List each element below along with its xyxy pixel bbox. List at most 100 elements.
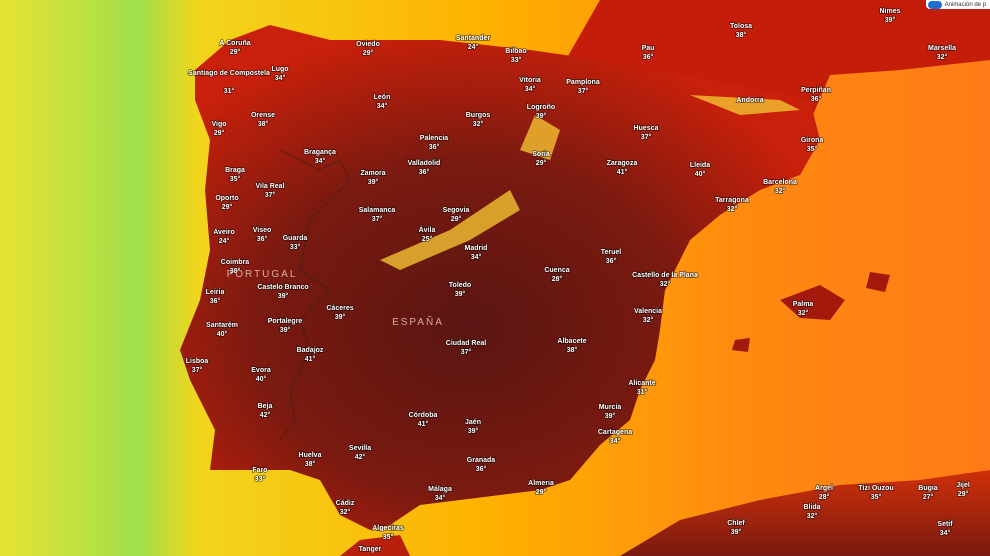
city-name: Beja — [258, 403, 273, 410]
city-temp: 32° — [775, 187, 786, 195]
morocco-land — [340, 535, 410, 556]
city-name: Cáceres — [326, 305, 353, 312]
city-temp: 39° — [536, 112, 547, 120]
city-name: Marsella — [928, 45, 956, 52]
city-name: Vila Real — [255, 183, 284, 190]
country-label: PORTUGAL — [227, 269, 298, 280]
city-temp: 39° — [455, 290, 466, 298]
city-name: Setif — [937, 521, 953, 528]
city-temp: 33° — [511, 56, 522, 64]
city-temp: 37° — [641, 133, 652, 141]
city-name: Granada — [467, 457, 496, 464]
city-temp: 32° — [660, 280, 671, 288]
city-name: Girona — [801, 137, 824, 144]
city-name: Lisboa — [186, 358, 209, 365]
city-temp: 36° — [606, 257, 617, 265]
city-temp: 39° — [280, 326, 291, 334]
city-temp: 34° — [525, 85, 536, 93]
city-temp: 29° — [230, 48, 241, 56]
city-temp: 32° — [727, 205, 738, 213]
city-name: Palma — [793, 301, 814, 308]
city-name: Jijel — [956, 482, 970, 489]
city-temp: 35° — [230, 175, 241, 183]
city-name: Coimbra — [221, 259, 250, 266]
city-name: Valencia — [634, 308, 662, 315]
city-name: Toledo — [449, 282, 471, 289]
city-name: Viseo — [253, 227, 272, 234]
city-temp: 41° — [418, 420, 429, 428]
city-temp: 32° — [798, 309, 809, 317]
city-temp: 25° — [422, 235, 433, 243]
city-name: Orense — [251, 112, 275, 119]
city-temp: 32° — [807, 512, 818, 520]
city-temp: 36° — [429, 143, 440, 151]
city-name: Leiria — [206, 289, 225, 296]
city-name: Faro — [252, 467, 267, 474]
city-temp: 39° — [731, 528, 742, 536]
animation-toggle[interactable]: Animación de p — [925, 0, 990, 9]
city-temp: 32° — [937, 53, 948, 61]
toggle-label: Animación de p — [944, 1, 986, 8]
city-name: Oviedo — [356, 41, 380, 48]
city-name: Pau — [642, 45, 655, 52]
city-name: Soria — [532, 151, 550, 158]
city-temp: 37° — [461, 348, 472, 356]
city-temp: 35° — [807, 145, 818, 153]
city-name: Málaga — [428, 486, 452, 493]
city-name: A Coruña — [219, 40, 250, 47]
iberia-land — [180, 25, 820, 530]
city-name: Tizi Ouzou — [858, 485, 893, 492]
city-name: Badajoz — [297, 347, 324, 354]
city-temp: 38° — [258, 120, 269, 128]
city-temp: 36° — [419, 168, 430, 176]
city-name: Valladolid — [408, 160, 441, 167]
city-temp: 31° — [224, 87, 235, 95]
city-temp: 29° — [536, 488, 547, 496]
city-temp: 41° — [617, 168, 628, 176]
city-name: Teruel — [601, 249, 622, 256]
city-name: Blida — [803, 504, 820, 511]
city-temp: 39° — [278, 292, 289, 300]
city-temp: 36° — [811, 95, 822, 103]
city-temp: 33° — [290, 243, 301, 251]
city-temp: 39° — [605, 412, 616, 420]
city-name: Ciudad Real — [446, 340, 487, 347]
city-temp: 24° — [468, 43, 479, 51]
city-temp: 36° — [476, 465, 487, 473]
city-temp: 27° — [923, 493, 934, 501]
city-name: Alicante — [628, 380, 655, 387]
city-name: Bugia — [918, 485, 938, 492]
city-name: Jaén — [465, 419, 481, 426]
city-name: Algeciras — [372, 525, 404, 532]
city-temp: 40° — [256, 375, 267, 383]
city-name: Tanger — [359, 546, 382, 553]
city-temp: 39° — [885, 16, 896, 24]
switch[interactable] — [927, 0, 942, 9]
city-name: Bilbao — [505, 48, 526, 55]
city-temp: 28° — [552, 275, 563, 283]
city-temp: 37° — [578, 87, 589, 95]
country-label: ESPAÑA — [392, 315, 444, 328]
city-temp: 34° — [435, 494, 446, 502]
city-temp: 37° — [192, 366, 203, 374]
city-name: Sevilla — [349, 445, 371, 452]
city-name: Castello de la Plana — [632, 272, 698, 279]
city-name: Santiago de Compostela — [188, 70, 270, 77]
city-name: Burgos — [466, 112, 491, 119]
city-name: Andorra — [736, 97, 763, 104]
city-name: Barcelona — [763, 179, 797, 186]
city-name: Vitoria — [519, 77, 541, 84]
city-temp: 37° — [265, 191, 276, 199]
city-name: Lugo — [271, 66, 288, 73]
city-name: León — [374, 94, 391, 101]
city-temp: 41° — [305, 355, 316, 363]
city-name: Huesca — [634, 125, 659, 132]
city-temp: 35° — [383, 533, 394, 541]
city-temp: 42° — [260, 411, 271, 419]
city-temp: 38° — [230, 267, 241, 275]
city-temp: 40° — [695, 170, 706, 178]
city-temp: 34° — [610, 437, 621, 445]
city-name: Argel — [815, 485, 833, 492]
city-temp: 29° — [536, 159, 547, 167]
city-name: Murcia — [599, 404, 622, 411]
